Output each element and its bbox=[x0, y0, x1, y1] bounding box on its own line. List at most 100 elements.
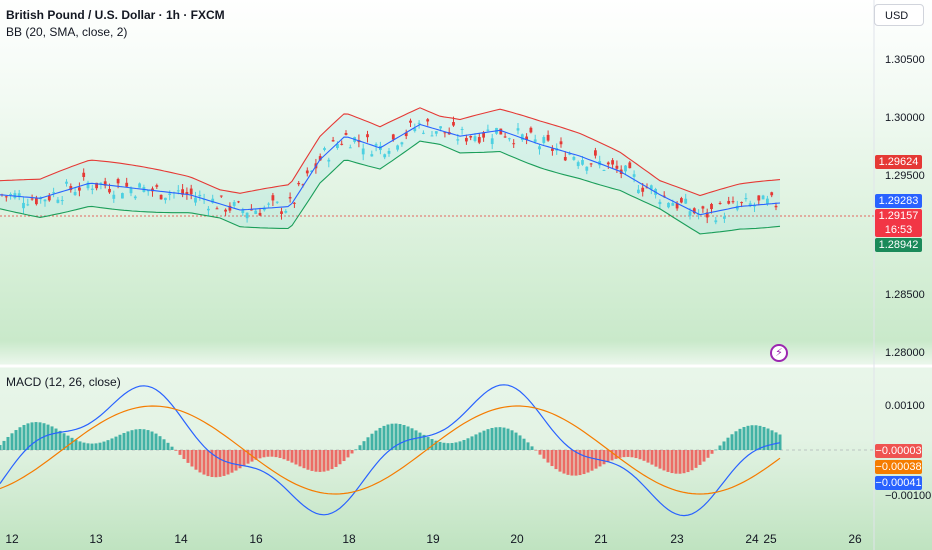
histogram-bar bbox=[146, 430, 150, 450]
histogram-bar bbox=[390, 423, 394, 450]
histogram-bar bbox=[610, 450, 614, 461]
histogram-bar bbox=[490, 427, 494, 450]
candlesticks[interactable] bbox=[0, 116, 778, 225]
candle-body bbox=[508, 138, 511, 140]
candle-body bbox=[383, 154, 387, 158]
candle-body bbox=[581, 160, 584, 165]
histogram-bar bbox=[374, 430, 378, 450]
histogram-bar bbox=[674, 450, 678, 474]
candle-body bbox=[606, 162, 610, 165]
histogram-bar bbox=[290, 450, 294, 463]
candle-body bbox=[641, 187, 645, 192]
histogram-bar bbox=[126, 431, 130, 450]
histogram-bar bbox=[210, 450, 214, 477]
candle-body bbox=[9, 194, 12, 196]
macd-indicator-legend[interactable]: MACD (12, 26, close) bbox=[6, 375, 121, 389]
histogram-bar bbox=[358, 445, 362, 450]
histogram-bar bbox=[282, 450, 286, 460]
candle-body bbox=[576, 162, 580, 167]
candle-body bbox=[198, 194, 202, 197]
candle-body bbox=[275, 201, 279, 203]
candle-body bbox=[748, 203, 752, 207]
candle-body bbox=[336, 144, 339, 149]
currency-button[interactable]: USD bbox=[874, 4, 924, 26]
histogram-bar bbox=[198, 450, 202, 473]
candle-body bbox=[753, 205, 756, 207]
candle-body bbox=[649, 185, 653, 190]
bollinger-upper-band bbox=[0, 107, 781, 197]
time-axis-label: 26 bbox=[848, 532, 862, 546]
candle-body bbox=[387, 150, 391, 154]
histogram-bar bbox=[686, 450, 690, 473]
histogram-bar bbox=[246, 450, 250, 464]
histogram-bar bbox=[754, 425, 758, 450]
candle-body bbox=[219, 195, 223, 197]
candle-body bbox=[47, 195, 51, 201]
candle-body bbox=[452, 122, 455, 126]
candle-body bbox=[499, 128, 503, 135]
histogram-bar bbox=[90, 443, 94, 450]
histogram-bar bbox=[14, 430, 18, 450]
candle-body bbox=[374, 144, 378, 146]
histogram-bar bbox=[614, 450, 618, 459]
symbol-legend[interactable]: British Pound / U.S. Dollar · 1h · FXCM bbox=[6, 8, 225, 22]
histogram-bar bbox=[142, 429, 146, 450]
candle-body bbox=[164, 197, 167, 201]
candle-body bbox=[490, 138, 494, 145]
histogram-bar bbox=[190, 450, 194, 467]
histogram-bar bbox=[698, 450, 702, 465]
time-axis-label: 12 bbox=[5, 532, 19, 546]
histogram-bar bbox=[542, 450, 546, 459]
histogram-bar bbox=[766, 428, 770, 450]
candle-body bbox=[585, 166, 589, 171]
candle-body bbox=[155, 185, 159, 187]
candle-body bbox=[121, 193, 124, 199]
histogram-bar bbox=[522, 438, 526, 450]
histogram-bar bbox=[646, 450, 650, 463]
candle-body bbox=[417, 122, 421, 124]
last-price-badge: 1.29157 bbox=[875, 209, 922, 223]
candle-body bbox=[568, 153, 571, 155]
bb-indicator-legend[interactable]: BB (20, SMA, close, 2) bbox=[6, 25, 128, 39]
histogram-bar bbox=[346, 450, 350, 458]
histogram-bar bbox=[178, 450, 182, 455]
histogram-bar bbox=[470, 436, 474, 450]
histogram-bar bbox=[530, 446, 534, 450]
histogram-bar bbox=[510, 430, 514, 450]
candle-body bbox=[245, 212, 249, 219]
candle-body bbox=[744, 198, 748, 200]
histogram-bar bbox=[302, 450, 306, 469]
candle-body bbox=[241, 210, 245, 214]
histogram-bar bbox=[202, 450, 206, 475]
histogram-bar bbox=[86, 443, 90, 450]
bollinger-basis bbox=[0, 123, 781, 216]
histogram-bar bbox=[34, 422, 38, 450]
candle-body bbox=[516, 128, 520, 131]
histogram-bar bbox=[310, 450, 314, 471]
candle-body bbox=[323, 148, 326, 150]
candle-body bbox=[624, 165, 627, 172]
histogram-bar bbox=[158, 436, 162, 450]
histogram-bar bbox=[694, 450, 698, 468]
histogram-bar bbox=[218, 450, 222, 477]
candle-body bbox=[318, 156, 322, 161]
candle-body bbox=[95, 182, 98, 189]
candle-body bbox=[331, 140, 335, 142]
candle-body bbox=[615, 165, 619, 169]
bollinger-lower-band bbox=[0, 140, 781, 235]
candle-body bbox=[718, 202, 722, 204]
candle-body bbox=[17, 193, 21, 198]
candle-body bbox=[688, 211, 692, 216]
lightning-icon[interactable]: ⚡ bbox=[770, 344, 788, 362]
histogram-bar bbox=[574, 450, 578, 476]
candle-body bbox=[460, 128, 464, 130]
histogram-bar bbox=[666, 450, 670, 472]
histogram-bar bbox=[354, 449, 358, 450]
candle-body bbox=[65, 181, 68, 184]
candle-body bbox=[361, 148, 365, 155]
histogram-bar bbox=[394, 423, 398, 450]
candle-body bbox=[116, 179, 120, 184]
histogram-bar bbox=[254, 450, 258, 460]
candle-body bbox=[684, 198, 688, 204]
